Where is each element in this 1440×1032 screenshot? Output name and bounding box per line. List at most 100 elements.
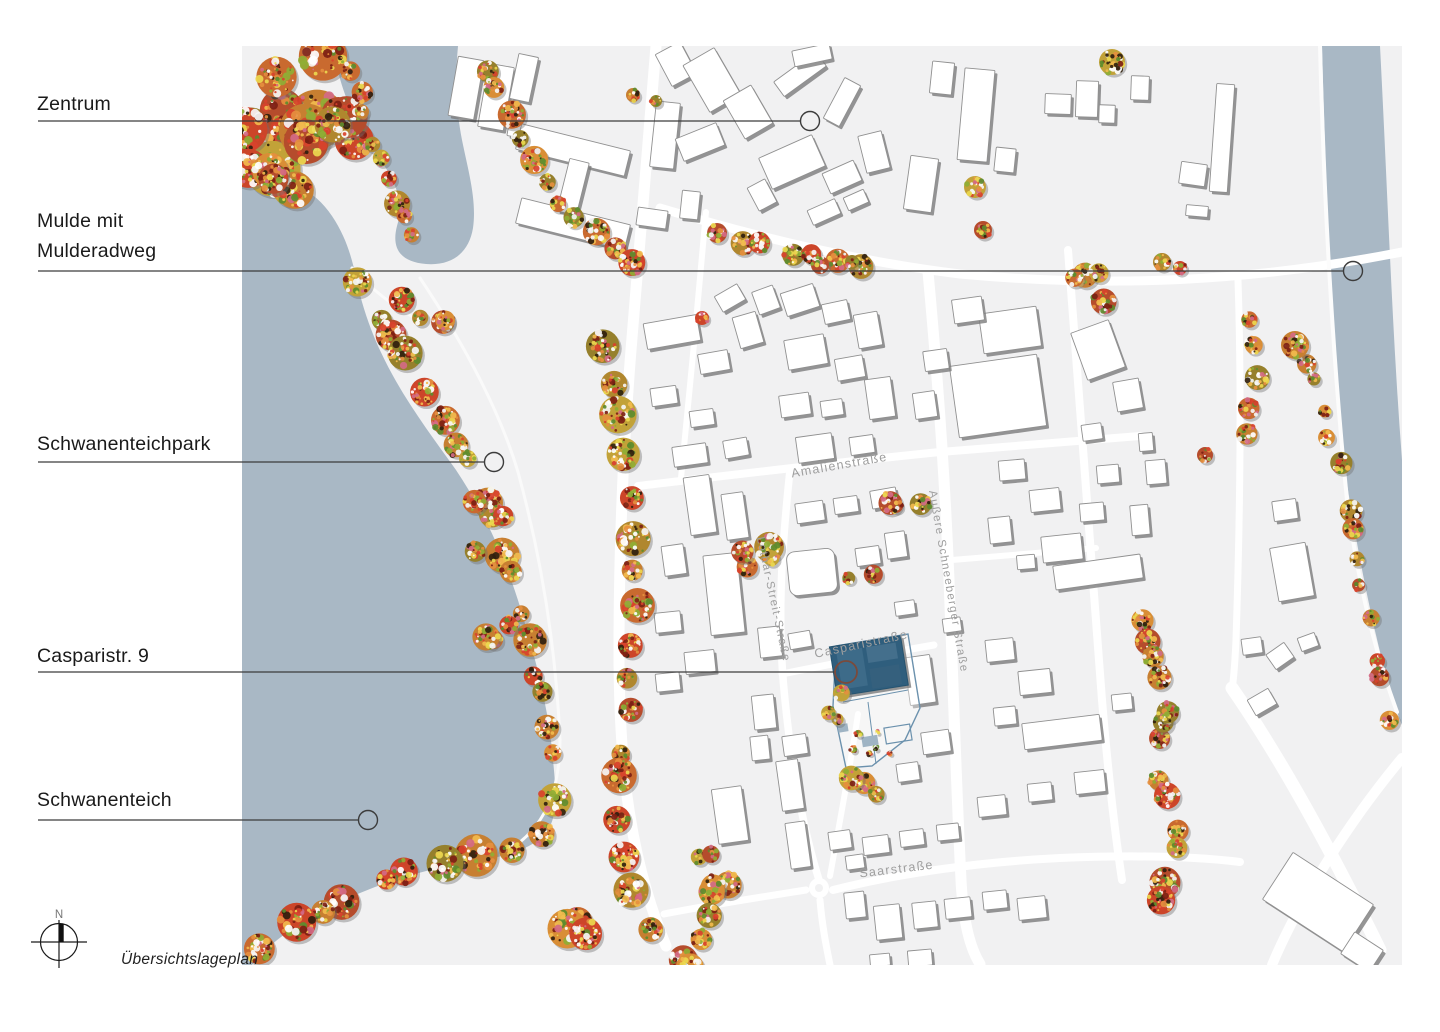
building: [1262, 852, 1376, 955]
tree: [1065, 268, 1086, 290]
tree: [483, 77, 507, 101]
building: [1073, 769, 1109, 798]
building: [981, 889, 1011, 914]
tree: [520, 145, 551, 177]
tree: [532, 681, 555, 705]
tree: [696, 902, 725, 931]
annotation-label-casparistr: Casparistr. 9: [37, 645, 150, 667]
tree: [513, 623, 550, 660]
tree: [1166, 836, 1190, 861]
building: [911, 390, 941, 423]
tree: [1146, 886, 1178, 917]
building: [903, 154, 942, 216]
building: [1026, 781, 1056, 806]
building: [784, 820, 814, 873]
tree: [410, 377, 441, 410]
tree: [842, 571, 858, 588]
tree: [351, 80, 376, 106]
tree: [626, 87, 643, 105]
building: [997, 458, 1029, 485]
tree: [831, 713, 846, 729]
building: [731, 311, 767, 352]
tree: [1244, 365, 1272, 393]
annotation-label-zentrum: Zentrum: [37, 93, 112, 115]
tree: [459, 449, 479, 470]
tree: [1241, 311, 1260, 331]
building: [682, 474, 720, 539]
building: [821, 159, 865, 197]
tree: [527, 821, 557, 850]
tree: [616, 667, 640, 692]
tree: [1317, 404, 1334, 421]
tree: [810, 255, 832, 277]
building: [883, 530, 911, 563]
tree: [1156, 700, 1182, 727]
building: [683, 649, 719, 678]
building: [832, 495, 862, 518]
annotation-leaders: [38, 110, 1364, 831]
building: [1080, 422, 1106, 445]
tree: [1379, 710, 1402, 733]
building: [978, 305, 1044, 357]
tree: [1339, 499, 1365, 525]
tree: [298, 46, 350, 84]
building: [509, 53, 541, 106]
tree: [601, 757, 640, 796]
building: [1044, 93, 1074, 118]
leader-marker-casparistr-9: [834, 660, 858, 684]
tree: [372, 149, 392, 169]
site-building: [828, 635, 912, 699]
building: [842, 189, 872, 214]
tree: [388, 286, 417, 316]
building: [1178, 160, 1210, 190]
tree: [821, 705, 838, 723]
building: [820, 299, 854, 328]
water-layer: [242, 46, 1402, 965]
tree: [698, 878, 728, 908]
tree: [499, 614, 521, 637]
building: [895, 761, 923, 786]
tree: [615, 521, 653, 559]
plan-title: Übersichtslageplan: [121, 951, 259, 968]
building: [893, 599, 919, 620]
building: [823, 77, 863, 130]
tree: [537, 172, 558, 194]
annotation-label-mulde-line1: Mulde mit: [37, 210, 124, 232]
tree: [838, 765, 866, 793]
building: [697, 349, 733, 378]
tree: [1352, 578, 1368, 595]
building: [1040, 532, 1086, 566]
tree: [472, 623, 502, 654]
building: [852, 310, 886, 352]
building: [922, 348, 952, 375]
building: [1240, 636, 1266, 659]
tree: [389, 857, 421, 889]
building: [1110, 692, 1136, 714]
building: [1185, 204, 1211, 221]
tree: [1349, 551, 1367, 569]
building: [1070, 319, 1128, 384]
tree: [1330, 451, 1355, 477]
tree: [606, 437, 643, 474]
tree: [464, 540, 488, 565]
building: [992, 705, 1020, 730]
tree: [974, 221, 995, 242]
tree: [690, 927, 715, 953]
tree: [563, 206, 587, 231]
tree: [1237, 397, 1262, 422]
building: [714, 283, 748, 315]
building: [1340, 931, 1386, 965]
building: [655, 46, 700, 90]
annotation-label-schwanenteich: Schwanenteich: [37, 789, 172, 811]
tree: [582, 217, 613, 248]
building: [660, 543, 690, 580]
tree: [1362, 609, 1382, 630]
building: [949, 353, 1050, 441]
building: [649, 384, 681, 410]
tree: [1149, 727, 1173, 752]
building: [722, 436, 752, 462]
leader-marker-mulde: [1342, 260, 1364, 282]
tree: [276, 902, 319, 945]
tree: [825, 248, 852, 276]
